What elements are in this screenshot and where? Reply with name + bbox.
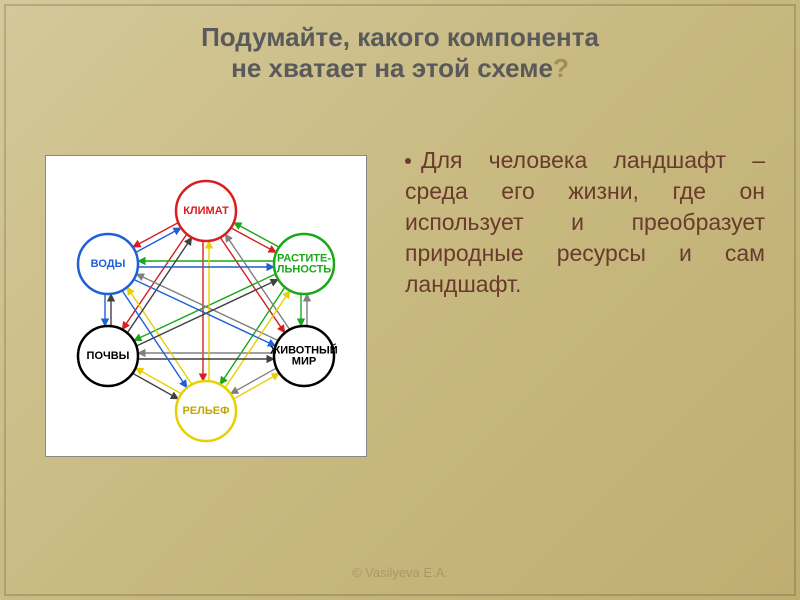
edge (231, 228, 276, 252)
bullet-icon (405, 158, 411, 164)
node-label-klimat: КЛИМАТ (183, 205, 229, 217)
node-label-vody: ВОДЫ (91, 258, 126, 270)
edge (133, 373, 179, 399)
node-label-pochvy: ПОЧВЫ (87, 350, 130, 362)
edge (136, 274, 278, 341)
edge (231, 368, 277, 394)
diagram-svg: КЛИМАТРАСТИТЕ-ЛЬНОСТЬЖИВОТНЫЙМИРРЕЛЬЕФПО… (46, 156, 366, 456)
slide-title: Подумайте, какого компонента не хватает … (60, 22, 740, 84)
watermark: © Vasilyeva E.A. (0, 565, 800, 580)
title-line-1: Подумайте, какого компонента (201, 22, 599, 52)
body-text-content: Для человека ландшафт – среда его жизни,… (405, 147, 765, 297)
edge (136, 228, 181, 252)
node-label-relief: РЕЛЬЕФ (182, 405, 229, 417)
node-label-rastit: ЛЬНОСТЬ (277, 263, 332, 275)
network-diagram: КЛИМАТРАСТИТЕ-ЛЬНОСТЬЖИВОТНЫЙМИРРЕЛЬЕФПО… (45, 155, 367, 457)
edge (133, 223, 178, 247)
edge (234, 373, 280, 399)
edge (134, 279, 276, 346)
edge (234, 223, 279, 247)
title-line-2: не хватает на этой схеме (231, 53, 553, 83)
edge (134, 274, 276, 341)
title-question-mark: ? (553, 53, 569, 83)
body-paragraph: Для человека ландшафт – среда его жизни,… (405, 145, 765, 300)
edge (136, 368, 182, 394)
node-label-zhivot: МИР (292, 355, 316, 367)
edge (136, 279, 278, 346)
